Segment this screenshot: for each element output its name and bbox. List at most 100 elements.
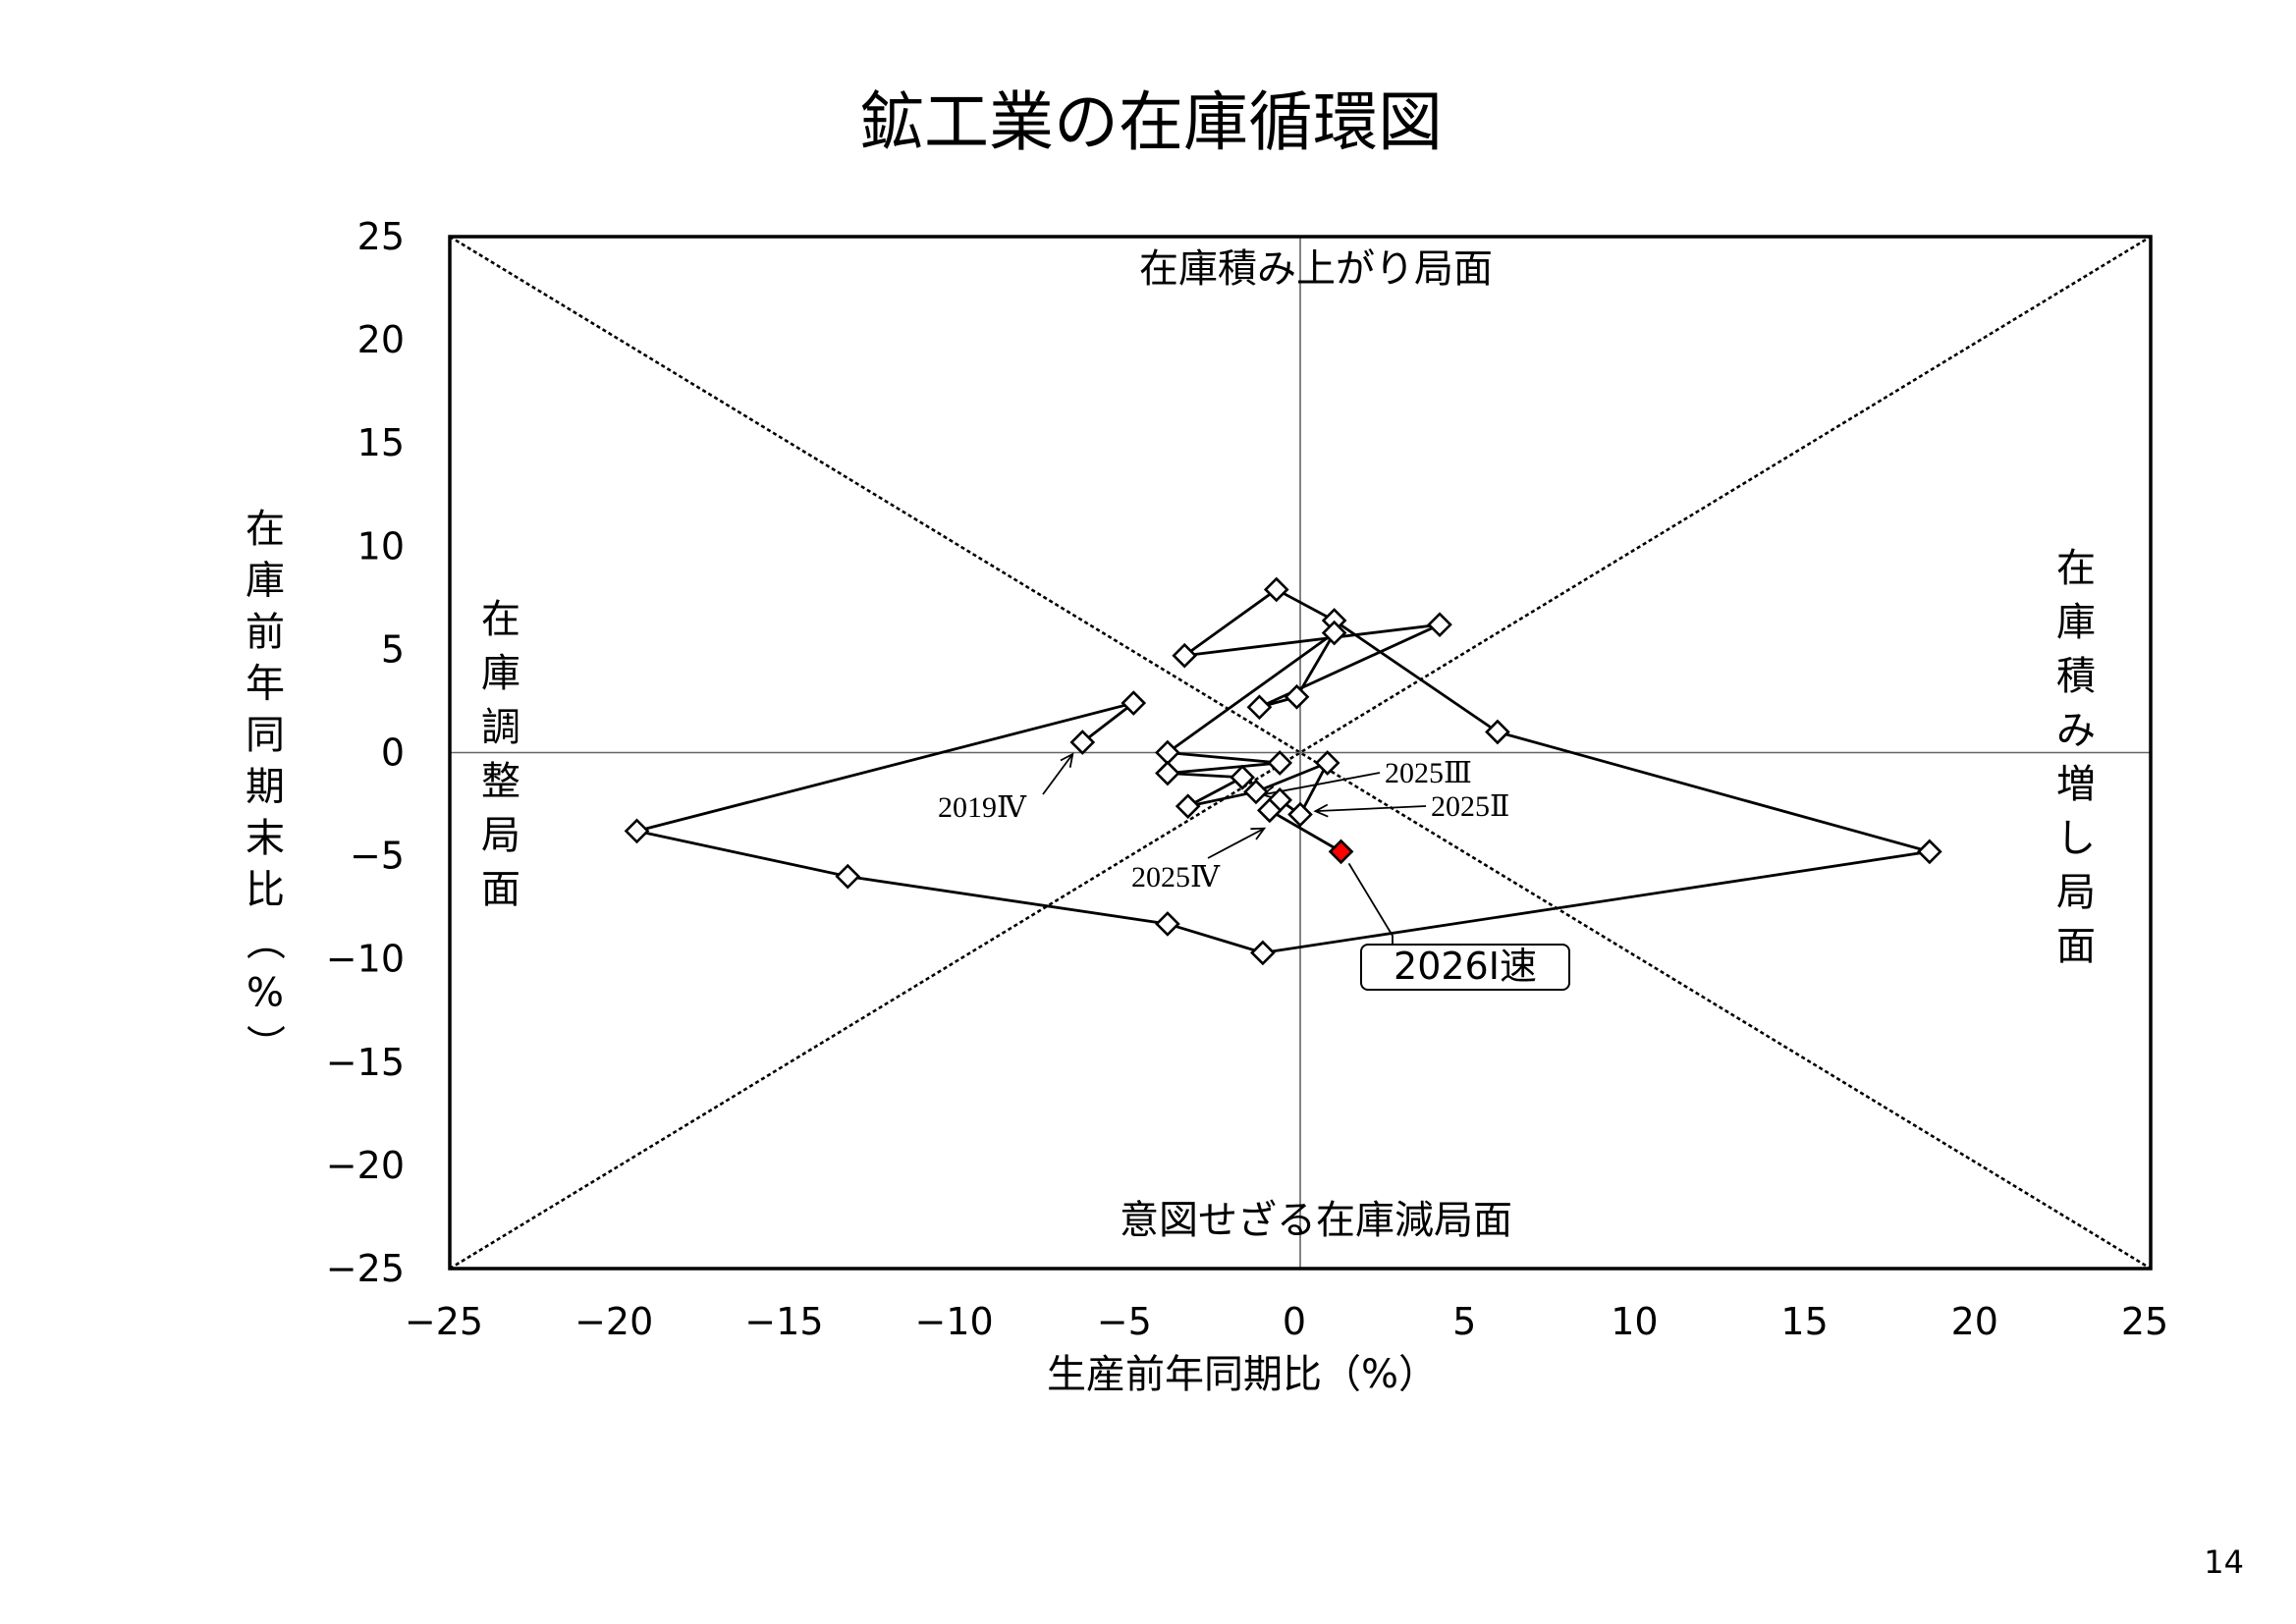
data-point	[1172, 642, 1198, 669]
series-line-segment	[1276, 588, 1336, 623]
region-label-char: し	[2056, 816, 2096, 861]
x-tick-label: 15	[1780, 1300, 1828, 1343]
series-path	[636, 588, 1931, 954]
y-tick-label: 20	[357, 318, 405, 361]
x-tick-label: 0	[1283, 1300, 1306, 1343]
data-point	[1069, 730, 1096, 755]
page-number: 14	[2204, 1543, 2244, 1581]
y-tick-label: 25	[357, 215, 405, 258]
data-point	[1256, 797, 1283, 824]
y-tick-label: −25	[326, 1247, 405, 1290]
series-line-segment	[1167, 761, 1281, 775]
series-line-segment	[1167, 922, 1264, 954]
data-point	[624, 818, 650, 844]
region-label-top: 在庫積み上がり局面	[1139, 246, 1493, 292]
x-axis-ticks: −25 −20 −15 −10 −5 0 5 10 15 20 25	[405, 1300, 2168, 1343]
annotation-leader	[1347, 862, 1394, 945]
annotation-callout-label: 2026Ⅰ速	[1394, 945, 1537, 988]
data-point	[1175, 793, 1201, 819]
series-line-segment	[1295, 631, 1336, 698]
y-axis-title-char: %	[246, 971, 284, 1016]
data-point	[1485, 719, 1510, 745]
data-point	[1250, 940, 1276, 966]
series-line-segment	[1269, 809, 1342, 853]
data-point	[1263, 576, 1289, 603]
series-line-segment	[1187, 776, 1243, 808]
x-tick-label: −20	[574, 1300, 653, 1343]
x-tick-label: 20	[1951, 1300, 1998, 1343]
y-tick-label: 5	[381, 627, 405, 671]
reference-lines	[449, 235, 2152, 1271]
data-point	[835, 863, 861, 890]
x-tick-label: −15	[744, 1300, 823, 1343]
series-line-segment	[1333, 619, 1499, 733]
annotation-arrow	[1315, 805, 1427, 813]
region-label-char: 増	[2056, 762, 2096, 807]
y-tick-label: 10	[357, 524, 405, 568]
region-label-char: 庫	[481, 651, 520, 696]
diagonal-reference-line	[449, 235, 2152, 1271]
region-label-char: 積	[2056, 654, 2096, 699]
series-line-segment	[1255, 761, 1329, 793]
x-tick-label: −10	[914, 1300, 993, 1343]
y-tick-label: −20	[326, 1144, 405, 1187]
data-point	[1246, 694, 1273, 721]
y-tick-label: −5	[350, 835, 405, 878]
y-axis-title-char: 末	[246, 816, 285, 861]
annotation-arrowhead	[1060, 752, 1074, 768]
data-point	[1321, 620, 1347, 646]
y-axis-title-char: 庫	[246, 559, 285, 604]
region-label-bottom: 意図せざる在庫減局面	[1120, 1198, 1512, 1243]
x-tick-label: −25	[405, 1300, 483, 1343]
y-axis-title-char: 比	[246, 868, 285, 913]
annotation-label: 2019Ⅳ	[938, 791, 1027, 824]
series-line-segment	[1497, 731, 1931, 853]
region-label-char: み	[2056, 708, 2096, 753]
y-axis-title-char: 在	[246, 507, 285, 552]
data-markers	[624, 576, 1942, 966]
data-point	[1314, 750, 1340, 776]
annotation-callout-box	[1360, 944, 1570, 991]
data-point	[1155, 911, 1180, 937]
x-tick-label: 10	[1611, 1300, 1658, 1343]
region-label-char: 局	[2056, 870, 2096, 915]
series-line-segment	[636, 830, 848, 878]
data-point	[1155, 739, 1180, 766]
y-tick-label: 0	[381, 731, 405, 775]
y-axis-title-char: 年	[246, 662, 285, 707]
plot-area-frame	[448, 235, 2153, 1271]
region-label-char: 整	[481, 759, 520, 804]
data-point	[1155, 760, 1180, 786]
diagonal-reference-line	[449, 235, 2152, 1271]
series-line-segment	[847, 875, 1169, 926]
annotation-arrow	[1207, 827, 1265, 859]
series-line-segment	[636, 701, 1134, 833]
y-axis-title-char: 同	[246, 713, 285, 758]
series-line-segment	[1262, 850, 1931, 954]
y-tick-label: 15	[357, 421, 405, 464]
region-label-char: 調	[481, 705, 520, 750]
series-line-segment	[1298, 762, 1329, 816]
chart-title: 鉱工業の在庫循環図	[859, 84, 1443, 160]
region-label-char: 面	[481, 867, 520, 912]
y-tick-label: −10	[326, 938, 405, 981]
data-point	[1284, 683, 1310, 710]
series-line-segment	[1081, 701, 1135, 744]
x-tick-label: 5	[1452, 1300, 1476, 1343]
data-point	[1427, 612, 1452, 638]
y-tick-label: −15	[326, 1041, 405, 1084]
annotation-arrowhead	[1250, 827, 1267, 840]
annotation-arrowhead	[1313, 803, 1329, 818]
series-line-segment	[1184, 623, 1441, 658]
region-label-char: 在	[2056, 546, 2096, 591]
series-line-segment	[1183, 588, 1278, 657]
x-axis-title: 生産前年同期比（%）	[1047, 1352, 1438, 1397]
series-line-segment	[1187, 790, 1257, 808]
region-label-char: 庫	[2056, 600, 2096, 645]
y-axis-title-char: （	[242, 921, 287, 960]
